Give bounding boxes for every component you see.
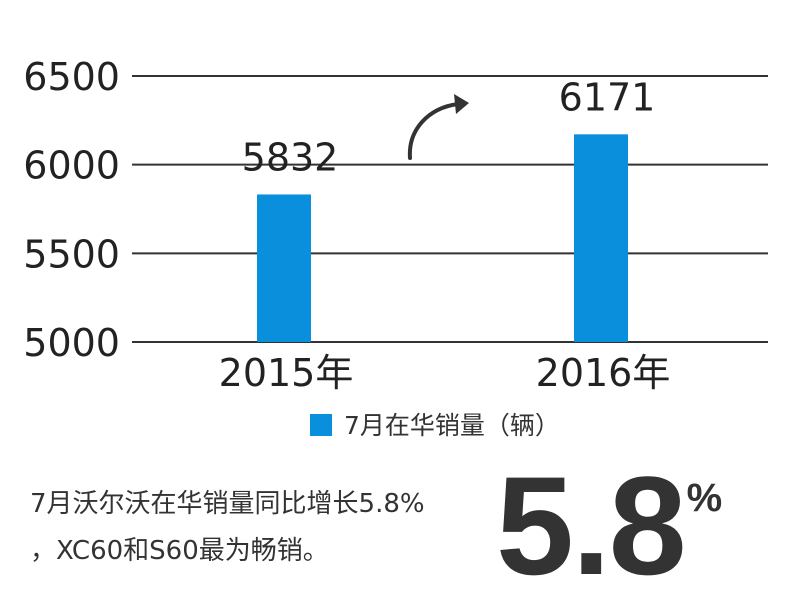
curved-arrow-up-right-icon	[407, 94, 469, 160]
bars	[257, 134, 628, 342]
bar	[257, 194, 311, 342]
x-category-label: 2016年	[536, 351, 671, 395]
data-label: 6171	[559, 75, 656, 119]
description-line-1: 7月沃尔沃在华销量同比增长5.8%	[30, 489, 425, 519]
data-label: 5832	[242, 135, 339, 179]
data-labels: 5832 6171	[242, 75, 656, 179]
highlight-unit: %	[686, 476, 723, 520]
highlight-value: 5.8	[496, 447, 687, 604]
highlight-growth: 5.8%	[496, 447, 723, 604]
description-line-2: ，XC60和S60最为畅销。	[30, 536, 329, 566]
bar-chart: 5000 5500 6000 6500 5832 6171 2015年 2016年 7月在…	[23, 55, 768, 440]
y-tick-label: 5500	[23, 232, 120, 276]
y-tick-label: 5000	[23, 321, 120, 365]
y-tick-label: 6000	[23, 144, 120, 188]
legend: 7月在华销量（辆）	[310, 411, 560, 440]
x-axis-categories: 2015年 2016年	[219, 351, 671, 395]
bar	[574, 134, 628, 342]
x-category-label: 2015年	[219, 351, 354, 395]
legend-swatch	[310, 414, 332, 436]
y-tick-label: 6500	[23, 55, 120, 99]
gridlines	[132, 75, 768, 343]
legend-label: 7月在华销量（辆）	[344, 411, 560, 440]
y-axis-ticks: 5000 5500 6000 6500	[23, 55, 120, 365]
